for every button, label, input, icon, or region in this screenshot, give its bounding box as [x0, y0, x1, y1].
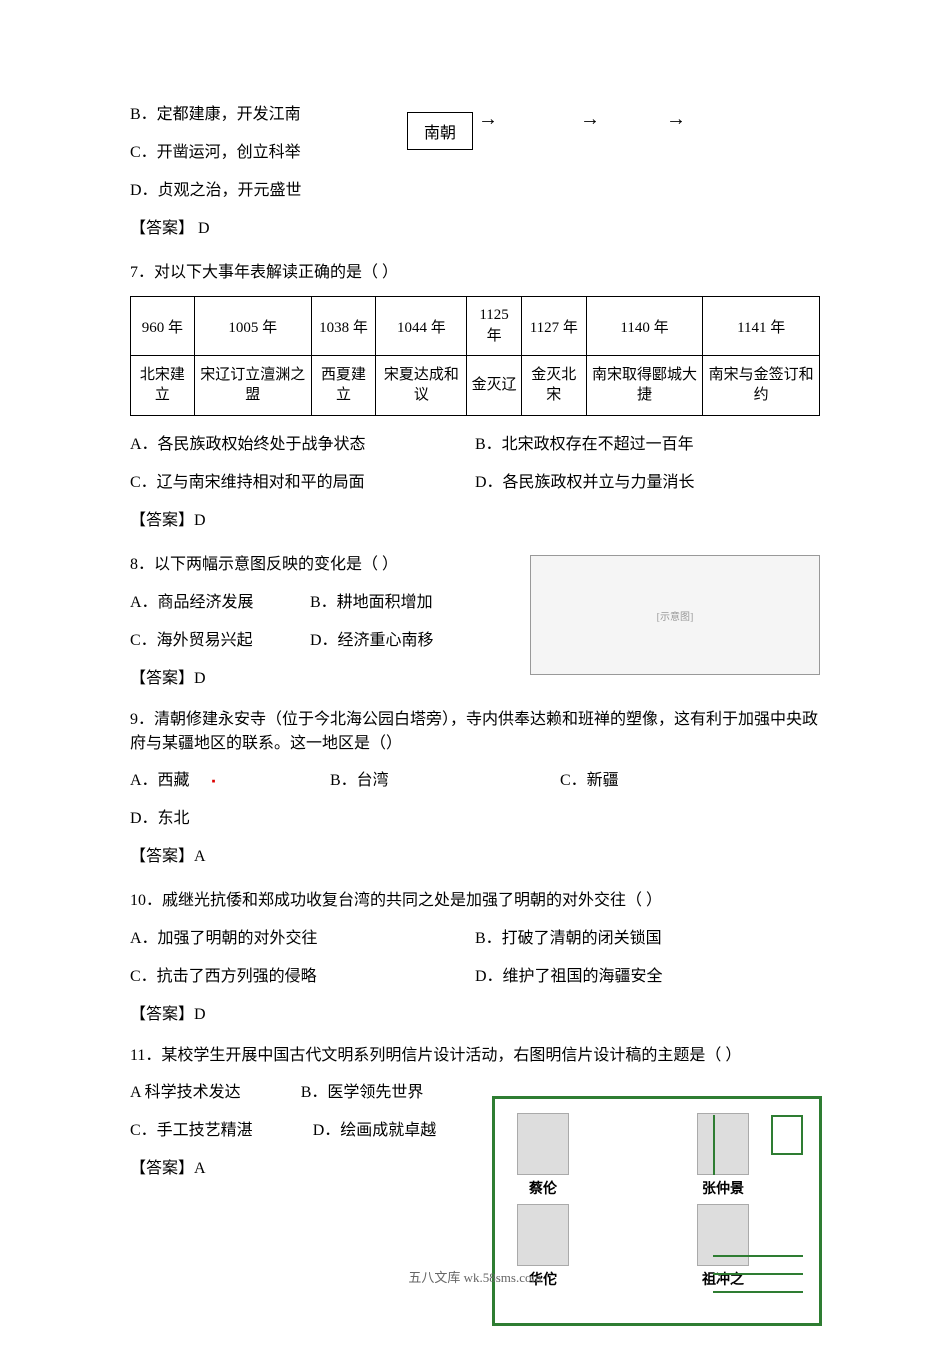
q7-stem: 7．对以下大事年表解读正确的是（ ）	[130, 258, 820, 282]
q7-option-b: B．北宋政权存在不超过一百年	[475, 430, 820, 454]
table-cell: 金灭北宋	[521, 356, 586, 416]
q6-option-d: D．贞观之治，开元盛世	[130, 176, 820, 200]
footer-text: 五八文库 wk.58sms.com	[0, 1267, 950, 1286]
portrait-placeholder	[517, 1113, 569, 1175]
table-cell: 1005 年	[194, 297, 311, 356]
q10-option-b: B．打破了清朝的闭关锁国	[475, 924, 820, 948]
table-cell: 1038 年	[311, 297, 376, 356]
q9-stem: 9．清朝修建永安寺（位于今北海公园白塔旁），寺内供奉达赖和班禅的塑像，这有利于加…	[130, 708, 820, 756]
q10-option-d: D．维护了祖国的海疆安全	[475, 962, 820, 986]
map-image-placeholder: [示意图]	[530, 555, 820, 675]
postcard-figure: 蔡伦	[513, 1113, 573, 1198]
q9-option-d: D．东北	[130, 804, 820, 828]
diagram-nanchao-box: 南朝	[407, 112, 473, 150]
q7-answer: 【答案】D	[130, 506, 820, 530]
postcard-figure: 张仲景	[693, 1113, 753, 1198]
table-cell: 金灭辽	[467, 356, 522, 416]
table-cell: 宋辽订立澶渊之盟	[194, 356, 311, 416]
q10-option-c: C．抗击了西方列强的侵略	[130, 962, 475, 986]
q9-option-a: A．西藏 ▪	[130, 766, 330, 790]
q10-answer: 【答案】D	[130, 1000, 820, 1024]
q6-option-c: C．开凿运河，创立科举	[130, 138, 820, 162]
q7-option-d: D．各民族政权并立与力量消长	[475, 468, 820, 492]
arrow-icon: →	[666, 108, 686, 131]
q9-option-c: C．新疆	[560, 766, 710, 790]
timeline-table: 960 年 1005 年 1038 年 1044 年 1125 年 1127 年…	[130, 296, 820, 416]
q10-stem: 10．戚继光抗倭和郑成功收复台湾的共同之处是加强了明朝的对外交往（ ）	[130, 886, 820, 910]
q8-option-a: A．商品经济发展	[130, 588, 310, 612]
table-cell: 宋夏达成和议	[376, 356, 467, 416]
table-cell: 西夏建立	[311, 356, 376, 416]
arrow-icon: →	[478, 108, 498, 131]
postcard-image: 蔡伦 张仲景 华佗 祖冲之	[492, 1096, 822, 1326]
arrow-icon: →	[580, 108, 600, 131]
q6-option-b: B．定都建康，开发江南	[130, 100, 820, 124]
q11-option-d: D．绘画成就卓越	[313, 1116, 437, 1140]
q9-answer: 【答案】A	[130, 842, 820, 866]
q11-option-a: A 科学技术发达	[130, 1078, 241, 1102]
portrait-placeholder	[517, 1204, 569, 1266]
figure-name: 蔡伦	[529, 1178, 557, 1198]
table-cell: 1127 年	[521, 297, 586, 356]
postcard-stamp	[771, 1115, 803, 1155]
q8-option-c: C．海外贸易兴起	[130, 626, 310, 650]
table-cell: 1125 年	[467, 297, 522, 356]
q8-option-b: B．耕地面积增加	[310, 588, 433, 612]
q11-option-c: C．手工技艺精湛	[130, 1116, 253, 1140]
table-cell: 1141 年	[703, 297, 820, 356]
table-cell: 1044 年	[376, 297, 467, 356]
table-cell: 960 年	[131, 297, 195, 356]
q9-option-b: B．台湾	[330, 766, 560, 790]
q7-option-a: A．各民族政权始终处于战争状态	[130, 430, 475, 454]
q11-stem: 11．某校学生开展中国古代文明系列明信片设计活动，右图明信片设计稿的主题是（ ）	[130, 1044, 820, 1068]
q6-answer: 【答案】 D	[130, 214, 820, 238]
q11-option-b: B．医学领先世界	[301, 1078, 424, 1102]
figure-name: 张仲景	[702, 1178, 744, 1198]
q7-option-c: C．辽与南宋维持相对和平的局面	[130, 468, 475, 492]
table-cell: 南宋与金签订和约	[703, 356, 820, 416]
table-cell: 南宋取得郾城大捷	[586, 356, 703, 416]
q10-option-a: A．加强了明朝的对外交往	[130, 924, 475, 948]
dot-icon: ▪	[190, 775, 216, 787]
table-cell: 1140 年	[586, 297, 703, 356]
q8-option-d: D．经济重心南移	[310, 626, 434, 650]
postcard-divider	[713, 1115, 715, 1175]
table-cell: 北宋建立	[131, 356, 195, 416]
portrait-placeholder	[697, 1113, 749, 1175]
